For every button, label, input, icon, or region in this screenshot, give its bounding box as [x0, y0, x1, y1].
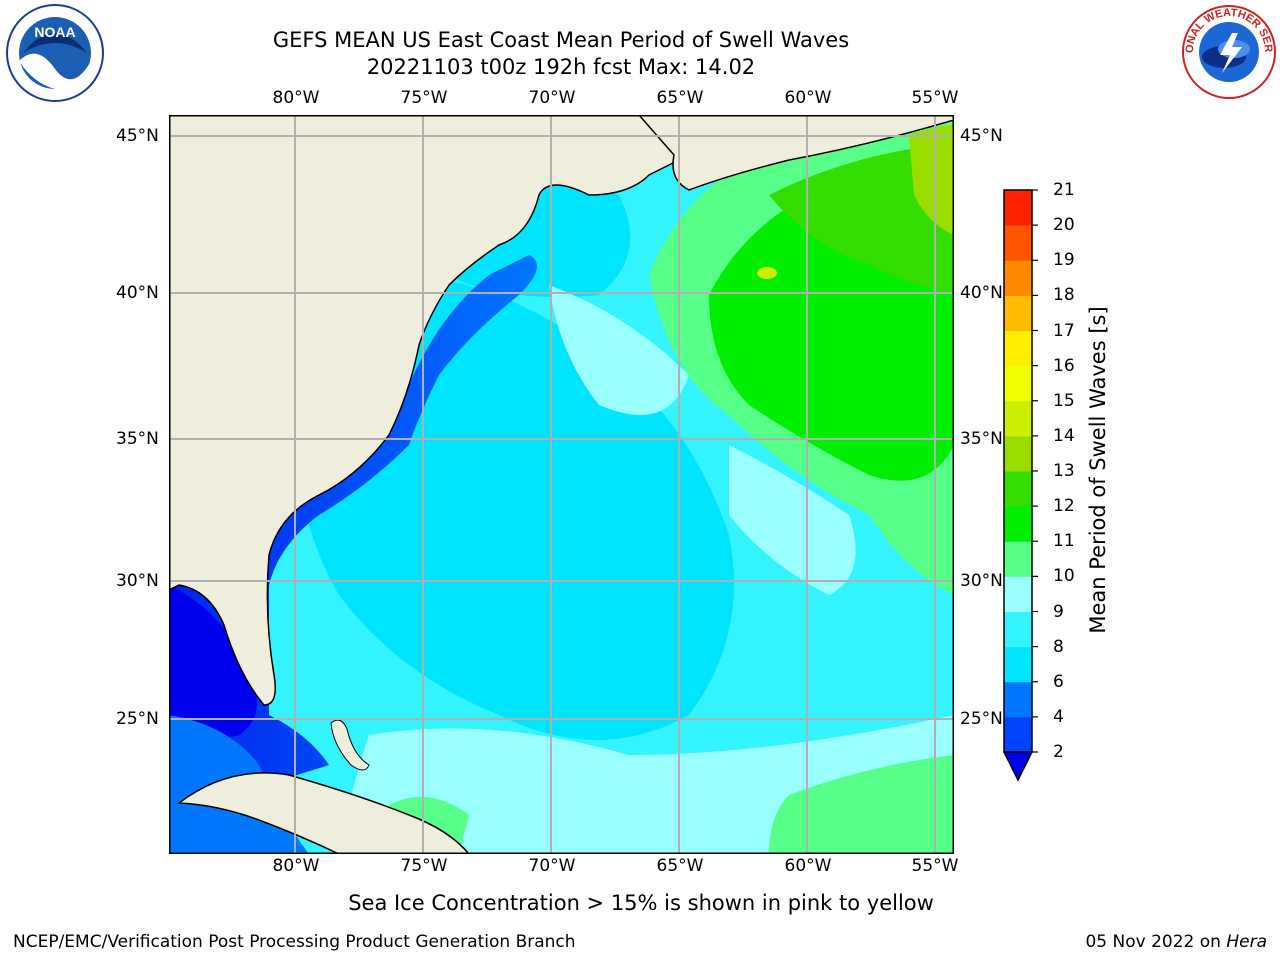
- colorbar-tick-label: 9: [1053, 601, 1064, 622]
- colorbar-band: [1004, 260, 1032, 296]
- footer-machine: Hera: [1226, 932, 1267, 952]
- footer-date-text: 05 Nov 2022 on: [1085, 932, 1221, 952]
- noaa-logo-text: NOAA: [34, 24, 75, 40]
- colorbar-tick-label: 8: [1053, 636, 1064, 657]
- colorbar-band: [1004, 330, 1032, 367]
- colorbar-band: [1004, 365, 1032, 402]
- colorbar-tick-label: 20: [1053, 215, 1075, 236]
- colorbar-band: [1004, 681, 1032, 718]
- lon-label-top-60w: 60°W: [784, 88, 832, 108]
- nova-scotia-landmass: [638, 115, 954, 191]
- colorbar-band: [1004, 506, 1032, 542]
- colorbar-tick-label: 15: [1053, 390, 1075, 411]
- colorbar-tick-label: 10: [1053, 566, 1075, 587]
- colorbar-title: Mean Period of Swell Waves [s]: [1086, 306, 1110, 634]
- map-frame: [169, 115, 954, 854]
- colorbar-band: [1004, 400, 1032, 437]
- lon-label-bottom-75w: 75°W: [400, 856, 448, 876]
- lon-label-bottom-60w: 60°W: [784, 856, 832, 876]
- colorbar-under-arrow: [1002, 751, 1034, 782]
- colorbar-band: [1004, 435, 1032, 472]
- lon-label-bottom-70w: 70°W: [528, 856, 576, 876]
- colorbar-band: [1004, 295, 1032, 331]
- colorbar-band: [1004, 190, 1032, 226]
- lat-label-right-35n: 35°N: [960, 429, 1003, 449]
- graticule: [169, 115, 954, 854]
- contour-11-12s: [769, 145, 954, 295]
- lat-label-right-45n: 45°N: [960, 126, 1003, 146]
- chart-subtitle: 20221103 t00z 192h fcst Max: 14.02: [366, 55, 756, 79]
- colorbar-band: [1004, 576, 1032, 612]
- colorbar-tick-label: 2: [1053, 742, 1064, 762]
- colorbar-tick-label: 21: [1053, 180, 1075, 200]
- contour-9-10s-southeast: [769, 755, 954, 854]
- bahamas-islands: [330, 719, 370, 771]
- noaa-logo: NOAA: [6, 4, 104, 102]
- swell-period-map[interactable]: [169, 115, 954, 854]
- contour-12-13s: [909, 125, 954, 235]
- colorbar-tick-label: 11: [1053, 531, 1075, 552]
- colorbar-tick-label: 19: [1053, 250, 1075, 271]
- contour-8-9s-b: [729, 445, 856, 595]
- lat-label-left-45n: 45°N: [116, 126, 159, 146]
- colorbar-band: [1004, 716, 1032, 753]
- lon-label-top-75w: 75°W: [400, 88, 448, 108]
- cuba-landmass: [176, 772, 470, 854]
- lon-label-bottom-55w: 55°W: [911, 856, 959, 876]
- footer-date: 05 Nov 2022 on Hera: [1085, 932, 1267, 952]
- contour-8-9s-a: [549, 285, 689, 415]
- chart-title: GEFS MEAN US East Coast Mean Period of S…: [272, 28, 850, 52]
- colorbar-band: [1004, 541, 1032, 577]
- lat-label-right-30n: 30°N: [960, 571, 1003, 591]
- colorbar-band: [1004, 646, 1032, 683]
- colorbar-band: [1004, 611, 1032, 648]
- gulf-under-2s: [169, 585, 257, 755]
- contour-13-14s: [757, 267, 777, 279]
- lon-label-top-65w: 65°W: [656, 88, 704, 108]
- sea-ice-caption: Sea Ice Concentration > 15% is shown in …: [348, 891, 934, 915]
- colorbar-tick-label: 6: [1053, 671, 1064, 692]
- lon-label-bottom-65w: 65°W: [656, 856, 704, 876]
- footer-credit: NCEP/EMC/Verification Post Processing Pr…: [13, 932, 576, 952]
- colorbar-tick-label: 12: [1053, 496, 1075, 517]
- lon-label-top-70w: 70°W: [528, 88, 576, 108]
- colorbar-tick-label: 13: [1053, 461, 1075, 481]
- colorbar-tick-label: 16: [1053, 355, 1075, 376]
- colorbar-tick-label: 18: [1053, 285, 1075, 306]
- lon-label-top-55w: 55°W: [911, 88, 959, 108]
- lat-label-right-25n: 25°N: [960, 709, 1003, 729]
- lat-label-left-25n: 25°N: [116, 709, 159, 729]
- colorbar-tick-label: 4: [1053, 706, 1064, 727]
- lon-label-top-80w: 80°W: [272, 88, 320, 108]
- nws-logo: NATIONAL WEATHER SERVICE: [1180, 3, 1276, 99]
- lat-label-left-35n: 35°N: [116, 429, 159, 449]
- lat-label-left-40n: 40°N: [116, 283, 159, 303]
- colorbar: [1002, 189, 1038, 782]
- colorbar-band: [1004, 471, 1032, 507]
- lat-label-right-40n: 40°N: [960, 283, 1003, 303]
- colorbar-band: [1004, 225, 1032, 261]
- lat-label-left-30n: 30°N: [116, 571, 159, 591]
- lon-label-bottom-80w: 80°W: [272, 856, 320, 876]
- colorbar-tick-label: 14: [1053, 425, 1075, 446]
- colorbar-tick-label: 17: [1053, 320, 1075, 341]
